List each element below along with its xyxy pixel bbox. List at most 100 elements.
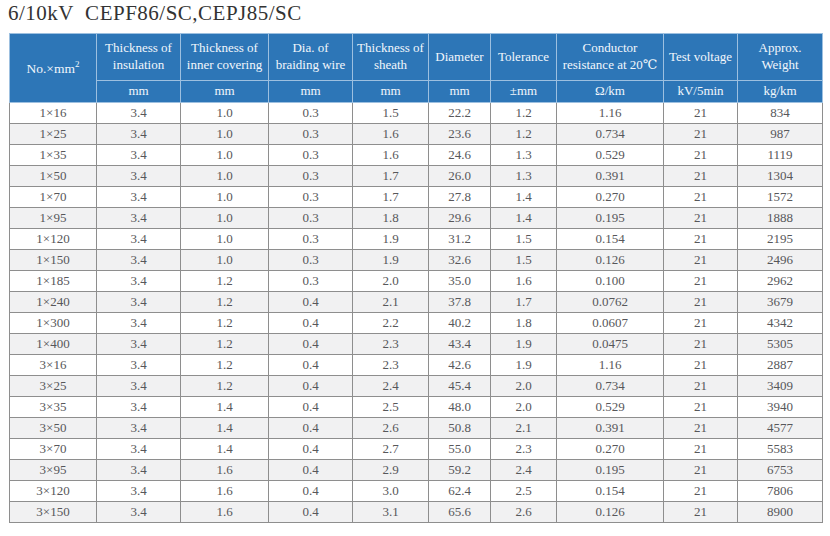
cell-test-voltage: 21 [664,208,738,229]
unit-sheath-thickness: mm [353,81,429,103]
cell-diameter: 43.4 [429,334,491,355]
cell-insulation-thickness: 3.4 [97,145,181,166]
cell-sheath-thickness: 1.7 [353,166,429,187]
cell-sheath-thickness: 1.9 [353,250,429,271]
cell-insulation-thickness: 3.4 [97,124,181,145]
cell-resistance: 0.195 [557,208,664,229]
table-row: 3×163.41.20.42.342.61.91.16212887 [10,355,823,376]
cell-inner-covering-thickness: 1.4 [181,439,269,460]
cell-size: 3×120 [10,481,97,502]
cell-inner-covering-thickness: 1.0 [181,145,269,166]
table-row: 3×953.41.60.42.959.22.40.195216753 [10,460,823,481]
cell-sheath-thickness: 1.6 [353,124,429,145]
cell-braiding-wire-dia: 0.3 [269,145,353,166]
cell-diameter: 27.8 [429,187,491,208]
cell-inner-covering-thickness: 1.0 [181,187,269,208]
cell-tolerance: 2.3 [491,439,557,460]
unit-test-voltage: kV/5min [664,81,738,103]
header-inner-covering-thickness: Thickness of inner covering [181,34,269,81]
header-weight: Approx. Weight [738,34,823,81]
table-row: 3×353.41.40.42.548.02.00.529213940 [10,397,823,418]
table-row: 3×703.41.40.42.755.02.30.270215583 [10,439,823,460]
cell-insulation-thickness: 3.4 [97,334,181,355]
cell-size: 3×150 [10,502,97,523]
cell-weight: 834 [738,103,823,124]
cell-diameter: 42.6 [429,355,491,376]
cell-weight: 1304 [738,166,823,187]
cell-weight: 4342 [738,313,823,334]
cell-weight: 5305 [738,334,823,355]
cell-diameter: 65.6 [429,502,491,523]
cell-test-voltage: 21 [664,103,738,124]
cell-diameter: 37.8 [429,292,491,313]
cell-diameter: 50.8 [429,418,491,439]
cell-test-voltage: 21 [664,187,738,208]
cell-resistance: 0.734 [557,124,664,145]
table-body: 1×163.41.00.31.522.21.21.16218341×253.41… [10,103,823,523]
cell-tolerance: 2.6 [491,502,557,523]
cell-braiding-wire-dia: 0.4 [269,313,353,334]
cell-test-voltage: 21 [664,145,738,166]
cell-braiding-wire-dia: 0.3 [269,103,353,124]
cell-sheath-thickness: 2.5 [353,397,429,418]
cell-braiding-wire-dia: 0.3 [269,250,353,271]
table-row: 3×503.41.40.42.650.82.10.391214577 [10,418,823,439]
cell-resistance: 1.16 [557,103,664,124]
cell-braiding-wire-dia: 0.4 [269,460,353,481]
table-row: 1×1203.41.00.31.931.21.50.154212195 [10,229,823,250]
cell-test-voltage: 21 [664,439,738,460]
cell-test-voltage: 21 [664,313,738,334]
table-row: 3×253.41.20.42.445.42.00.734213409 [10,376,823,397]
cell-weight: 1572 [738,187,823,208]
cell-tolerance: 1.3 [491,145,557,166]
cell-braiding-wire-dia: 0.3 [269,229,353,250]
cell-diameter: 24.6 [429,145,491,166]
table-row: 3×1203.41.60.43.062.42.50.154217806 [10,481,823,502]
cell-insulation-thickness: 3.4 [97,250,181,271]
cell-resistance: 0.100 [557,271,664,292]
cell-tolerance: 1.2 [491,124,557,145]
cell-sheath-thickness: 1.7 [353,187,429,208]
cell-braiding-wire-dia: 0.3 [269,208,353,229]
cell-diameter: 32.6 [429,250,491,271]
cell-inner-covering-thickness: 1.2 [181,334,269,355]
cell-size: 3×35 [10,397,97,418]
cell-insulation-thickness: 3.4 [97,355,181,376]
cell-size: 3×16 [10,355,97,376]
cell-tolerance: 1.5 [491,250,557,271]
cell-tolerance: 1.4 [491,187,557,208]
cell-braiding-wire-dia: 0.3 [269,166,353,187]
cell-weight: 7806 [738,481,823,502]
cell-test-voltage: 21 [664,124,738,145]
cell-braiding-wire-dia: 0.4 [269,292,353,313]
cell-tolerance: 1.4 [491,208,557,229]
cell-braiding-wire-dia: 0.3 [269,187,353,208]
cell-insulation-thickness: 3.4 [97,313,181,334]
cell-inner-covering-thickness: 1.2 [181,271,269,292]
header-tolerance: Tolerance [491,34,557,81]
cell-tolerance: 1.6 [491,271,557,292]
cell-test-voltage: 21 [664,334,738,355]
cell-braiding-wire-dia: 0.4 [269,439,353,460]
cell-diameter: 59.2 [429,460,491,481]
cell-weight: 3679 [738,292,823,313]
table-row: 1×353.41.00.31.624.61.30.529211119 [10,145,823,166]
cell-sheath-thickness: 3.0 [353,481,429,502]
cell-sheath-thickness: 2.6 [353,418,429,439]
table-row: 1×2403.41.20.42.137.81.70.0762213679 [10,292,823,313]
cell-weight: 2195 [738,229,823,250]
cell-weight: 2887 [738,355,823,376]
cell-size: 1×300 [10,313,97,334]
cell-inner-covering-thickness: 1.0 [181,124,269,145]
cell-inner-covering-thickness: 1.0 [181,250,269,271]
cell-resistance: 1.16 [557,355,664,376]
cell-weight: 3940 [738,397,823,418]
unit-weight: kg/km [738,81,823,103]
cell-tolerance: 2.0 [491,397,557,418]
cell-resistance: 0.126 [557,502,664,523]
cell-diameter: 22.2 [429,103,491,124]
cell-resistance: 0.195 [557,460,664,481]
cell-insulation-thickness: 3.4 [97,376,181,397]
cell-resistance: 0.529 [557,397,664,418]
cell-diameter: 55.0 [429,439,491,460]
